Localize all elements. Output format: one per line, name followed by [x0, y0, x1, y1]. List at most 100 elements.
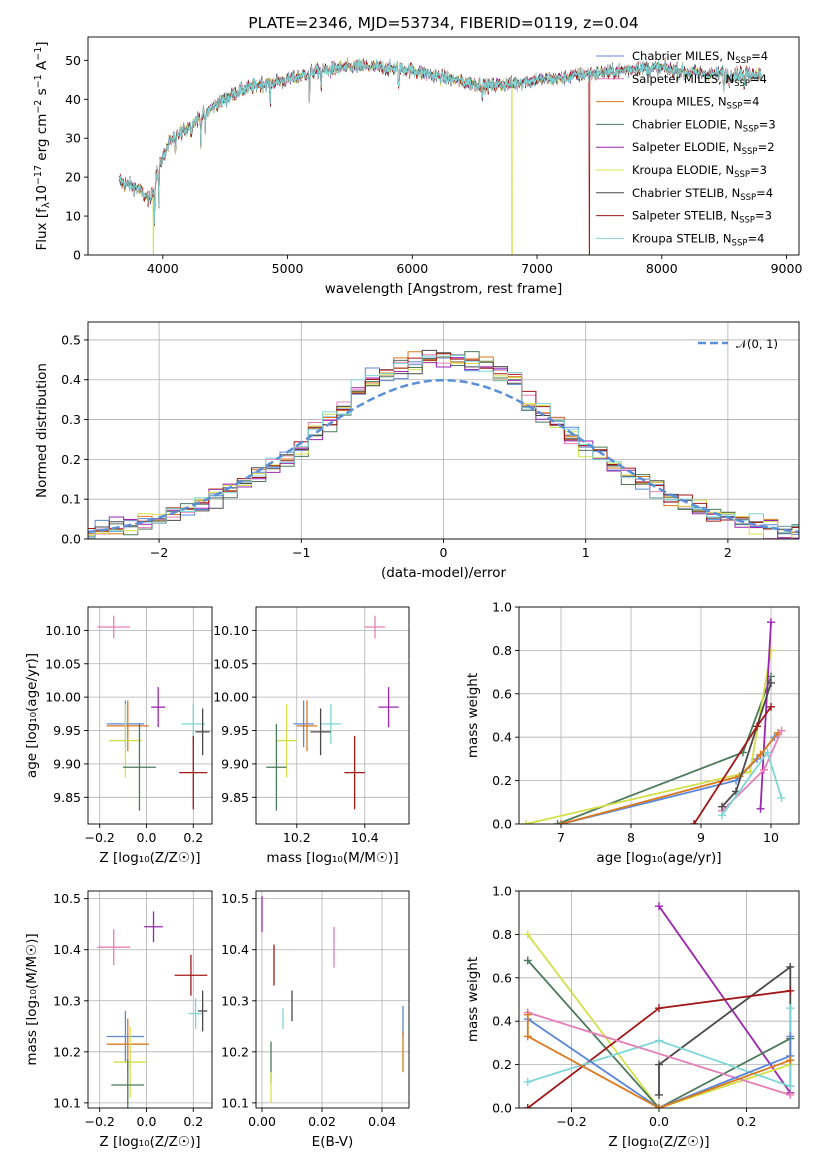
- plot-area-mass_vs_z: [97, 911, 208, 1108]
- series-marker: [767, 678, 775, 687]
- data-point-salpeter-miles: [97, 615, 131, 639]
- x-axis-label: Z [log₁₀(Z/Z☉)]: [608, 1134, 709, 1150]
- x-tick-label: −0.2: [85, 830, 115, 845]
- series-line: [560, 732, 779, 824]
- chart-title: PLATE=2346, MJD=53734, FIBERID=0119, z=0…: [248, 14, 638, 32]
- y-axis-label: Normed distribution: [34, 363, 50, 498]
- panel-residuals: −2 −1 0 1 2 0.0 0.1 0.2 0.3 0.4 0.5 (data-model)/er…: [34, 321, 800, 581]
- series-marker: [753, 722, 761, 731]
- y-tick-label: 10.05: [45, 656, 81, 671]
- y-tick-label: 0.0: [61, 532, 81, 547]
- series-marker: [777, 726, 786, 735]
- data-point-chabrier-elodie: [266, 723, 287, 811]
- data-point-chabrier-miles: [293, 700, 314, 748]
- series-marker: [786, 962, 795, 971]
- x-tick-label: 0.2: [183, 1114, 203, 1129]
- y-tick-label: 30: [65, 131, 81, 146]
- series-marker: [655, 902, 663, 911]
- x-tick-label: 7: [557, 830, 565, 845]
- series-marker: [523, 930, 532, 939]
- plot-area-residuals: [88, 349, 799, 539]
- x-tick-label: 0.0: [649, 1114, 669, 1129]
- histogram-salpeter-stelib: [88, 353, 799, 532]
- x-axis-label: mass [log₁₀(M/M☉)]: [266, 850, 398, 866]
- y-tick-label: 0: [73, 248, 81, 263]
- series-marker: [786, 1082, 795, 1091]
- x-tick-label: −0.2: [85, 1114, 115, 1129]
- series-marker: [523, 956, 532, 965]
- x-axis-label: E(B-V): [312, 1134, 354, 1150]
- series-chabrier-stelib: [718, 678, 775, 811]
- series-marker: [557, 820, 565, 824]
- histogram-chabrier-miles: [88, 357, 799, 537]
- x-tick-label: −1: [292, 545, 310, 560]
- series-marker: [655, 1104, 663, 1108]
- data-point-salpeter-stelib: [174, 954, 208, 996]
- y-tick-label: 0.0: [492, 1101, 512, 1116]
- axes-frame: [255, 890, 410, 1109]
- series-kroupa-miles: [523, 1010, 795, 1108]
- series-marker: [760, 765, 768, 774]
- y-tick-label: 1.0: [492, 884, 512, 899]
- y-tick-label: 10.3: [53, 993, 81, 1008]
- y-tick-label: 20: [65, 170, 81, 185]
- series-marker: [763, 748, 772, 757]
- legend-entry: Chabrier ELODIE, NSSP=3: [632, 117, 776, 134]
- x-tick-label: 0.2: [183, 830, 203, 845]
- y-axis-label: mass [log₁₀(M/M☉)]: [24, 933, 40, 1065]
- panel-mass_vs_z: −0.2 0.0 0.2 10.1 10.2 10.3 10.4 10.5 Z [log₁₀(Z…: [24, 890, 213, 1150]
- series-marker: [777, 793, 786, 802]
- y-tick-label: 0.0: [492, 817, 512, 832]
- y-tick-label: 10.5: [221, 891, 249, 906]
- y-tick-label: 10.05: [213, 656, 249, 671]
- x-tick-label: 0.0: [137, 830, 157, 845]
- y-tick-label: 10.3: [221, 993, 249, 1008]
- x-axis-label: (data-model)/error: [381, 565, 507, 581]
- y-tick-label: 0.8: [492, 927, 512, 942]
- x-axis-label: Z [log₁₀(Z/Z☉)]: [99, 850, 200, 866]
- data-point-salpeter-miles: [364, 615, 386, 639]
- x-tick-label: 0.0: [137, 1114, 157, 1129]
- data-point-kroupa-stelib: [320, 703, 341, 744]
- axes-frame: [518, 606, 800, 825]
- data-point-kroupa-elodie: [113, 1026, 147, 1098]
- x-tick-label: 0.00: [248, 1114, 276, 1129]
- data-point-kroupa-elodie: [109, 703, 142, 778]
- axes-frame: [255, 606, 410, 825]
- x-tick-label: 5000: [272, 261, 304, 276]
- data-point-kroupa-miles: [296, 700, 318, 752]
- y-tick-label: 0.2: [492, 1057, 512, 1072]
- series-marker: [786, 1004, 795, 1013]
- series-marker: [767, 646, 775, 655]
- data-point-chabrier-stelib: [197, 990, 208, 1032]
- x-tick-label: 0.2: [737, 1114, 757, 1129]
- data-point-chabrier-stelib: [195, 708, 210, 756]
- y-tick-label: 10.2: [221, 1044, 249, 1059]
- y-axis-label: age [log₁₀(age/yr)]: [24, 653, 40, 778]
- spectrum-line-kroupa-stelib: [118, 58, 762, 225]
- y-tick-label: 0.5: [61, 332, 81, 347]
- series-line: [526, 1014, 791, 1108]
- data-point-salpeter-stelib: [179, 735, 208, 810]
- x-tick-label: −2: [150, 545, 168, 560]
- series-marker: [786, 1090, 795, 1099]
- x-tick-label: 4000: [147, 261, 179, 276]
- series-marker: [767, 618, 775, 627]
- plot-area-mass_vs_ebv: [261, 896, 404, 1103]
- series-line: [527, 933, 791, 1108]
- x-tick-label: 9: [697, 830, 705, 845]
- legend-entry: Chabrier STELIB, NSSP=4: [632, 186, 773, 203]
- y-tick-label: 10.4: [53, 942, 81, 957]
- series-line: [527, 1018, 792, 1108]
- data-point-salpeter-elodie: [151, 687, 166, 728]
- legend-entry: Salpeter MILES, NSSP=4: [632, 72, 767, 89]
- series-marker: [767, 702, 775, 711]
- y-tick-label: 10.10: [45, 623, 81, 638]
- series-salpeter-stelib: [523, 986, 795, 1108]
- x-tick-label: 2: [724, 545, 732, 560]
- y-tick-label: 0.4: [492, 1014, 512, 1029]
- series-marker: [690, 820, 698, 824]
- y-axis-label: Flux [fλ10−17 erg cm−2 s−1 A−1]: [33, 41, 52, 250]
- data-point-salpeter-elodie: [378, 687, 399, 728]
